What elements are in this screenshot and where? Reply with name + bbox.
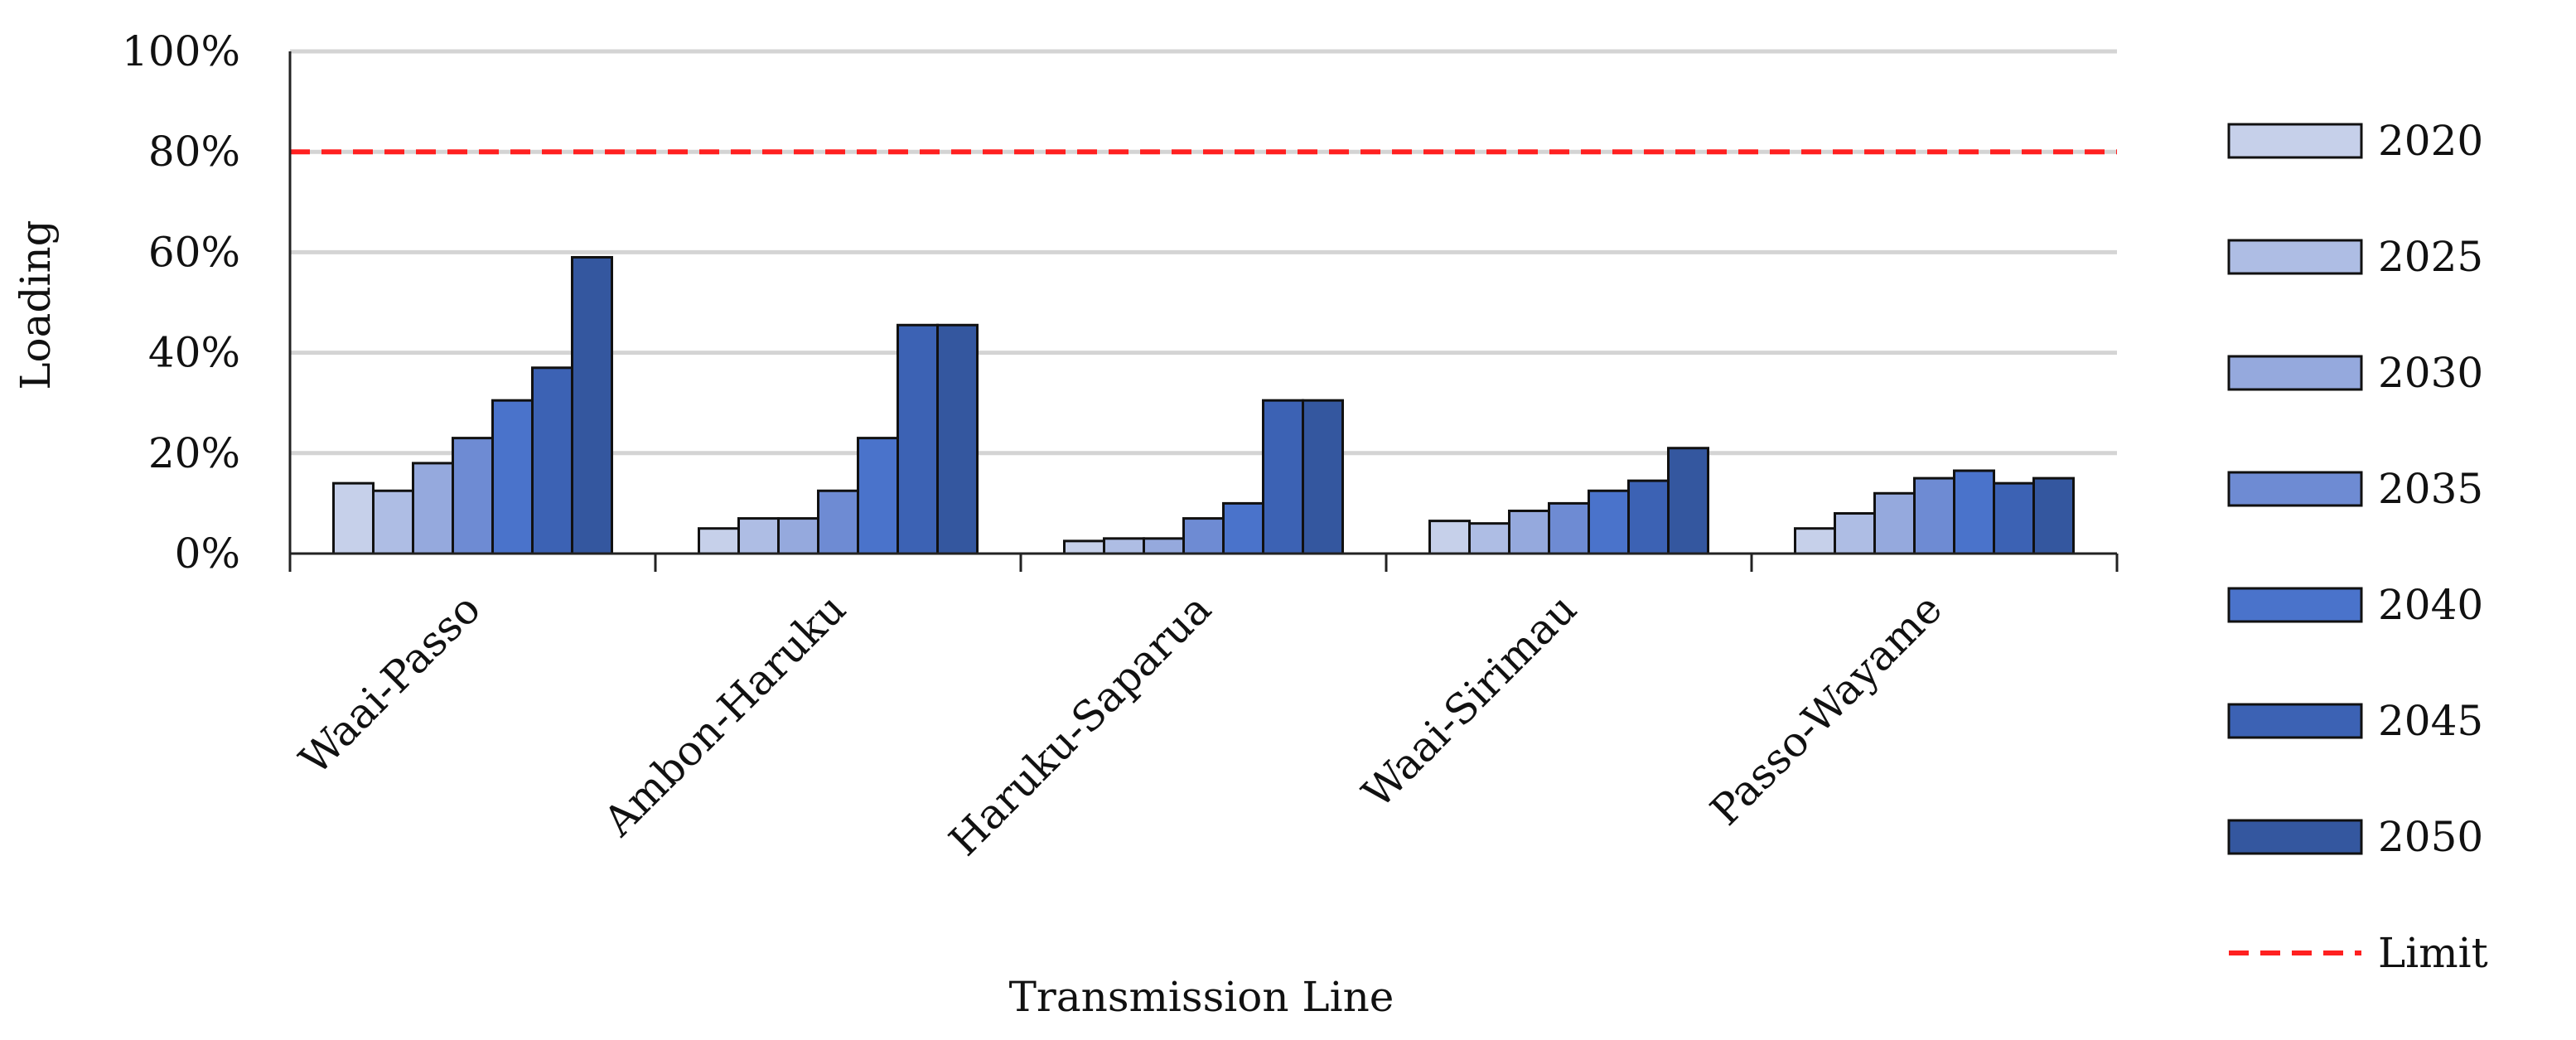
- bar-2045: [1262, 399, 1304, 555]
- bar-2030: [1508, 509, 1550, 555]
- legend-label: Limit: [2378, 929, 2488, 977]
- bar-2025: [1103, 537, 1145, 555]
- axes: [288, 51, 2119, 572]
- bar-2045: [531, 366, 573, 555]
- legend-swatch-2030: [2227, 355, 2363, 391]
- bar-2020: [1428, 520, 1471, 555]
- bar-2050: [2032, 476, 2075, 555]
- legend-label: 2030: [2378, 349, 2483, 397]
- bar-2035: [1913, 476, 1955, 555]
- bar-2030: [1143, 537, 1185, 555]
- legend-label: 2020: [2378, 117, 2483, 165]
- bar-2035: [1182, 517, 1225, 555]
- legend-swatch-2040: [2227, 587, 2363, 623]
- bar-2040: [1953, 469, 1995, 555]
- bar-2025: [1834, 512, 1876, 555]
- legend-label: 2050: [2378, 813, 2483, 861]
- x-tick-label: Waai-Sirimau: [1353, 584, 1586, 817]
- x-tick-label: Ambon-Haruku: [594, 584, 855, 845]
- bar-2030: [412, 462, 454, 555]
- bar-2025: [372, 489, 414, 555]
- bar-2040: [857, 437, 899, 555]
- legend-label: 2045: [2378, 697, 2483, 745]
- legend-label: 2040: [2378, 581, 2483, 629]
- legend: 2020 2025 2030 2035 2040 2045 2050 Limit: [2227, 117, 2488, 977]
- bar-2035: [1548, 501, 1590, 555]
- x-tick-label: Passo-Wayame: [1701, 584, 1951, 834]
- legend-swatch-2050: [2227, 819, 2363, 855]
- bar-2045: [897, 323, 939, 555]
- y-tick-label: 20%: [148, 429, 240, 477]
- bar-2040: [1222, 501, 1264, 555]
- bar-2040: [491, 399, 534, 555]
- legend-swatch-2025: [2227, 239, 2363, 275]
- legend-swatch-2045: [2227, 703, 2363, 739]
- legend-label: 2035: [2378, 465, 2483, 513]
- bar-2050: [1667, 447, 1709, 555]
- y-tick-label: 80%: [148, 128, 240, 176]
- bar-2020: [1063, 539, 1105, 555]
- x-tick-label: Waai-Passo: [290, 584, 490, 784]
- legend-swatch-2035: [2227, 471, 2363, 507]
- bar-2020: [698, 527, 740, 555]
- bar-2030: [777, 517, 819, 555]
- legend-swatch-2020: [2227, 123, 2363, 159]
- bar-2040: [1588, 489, 1630, 555]
- legend-label: 2025: [2378, 233, 2483, 281]
- y-tick-label: 100%: [122, 27, 240, 75]
- bar-2020: [1794, 527, 1836, 555]
- bar-2025: [1468, 522, 1510, 555]
- bar-2050: [1302, 399, 1344, 555]
- bars: [332, 255, 2075, 555]
- bar-2020: [332, 481, 375, 555]
- x-axis-title: Transmission Line: [1009, 973, 1394, 1021]
- bar-2050: [936, 323, 979, 555]
- y-axis-title: Loading: [12, 220, 60, 389]
- bar-2045: [1627, 479, 1670, 555]
- y-tick-label: 40%: [148, 329, 240, 377]
- bar-2035: [452, 437, 494, 555]
- bar-2050: [571, 255, 613, 555]
- bar-2030: [1873, 491, 1916, 555]
- y-tick-label: 0%: [175, 530, 240, 578]
- x-tick-label: Haruku-Saparua: [940, 584, 1220, 864]
- bar-2045: [1993, 481, 2035, 555]
- bar-2035: [817, 489, 859, 555]
- y-tick-label: 60%: [148, 228, 240, 276]
- bar-2025: [737, 517, 780, 555]
